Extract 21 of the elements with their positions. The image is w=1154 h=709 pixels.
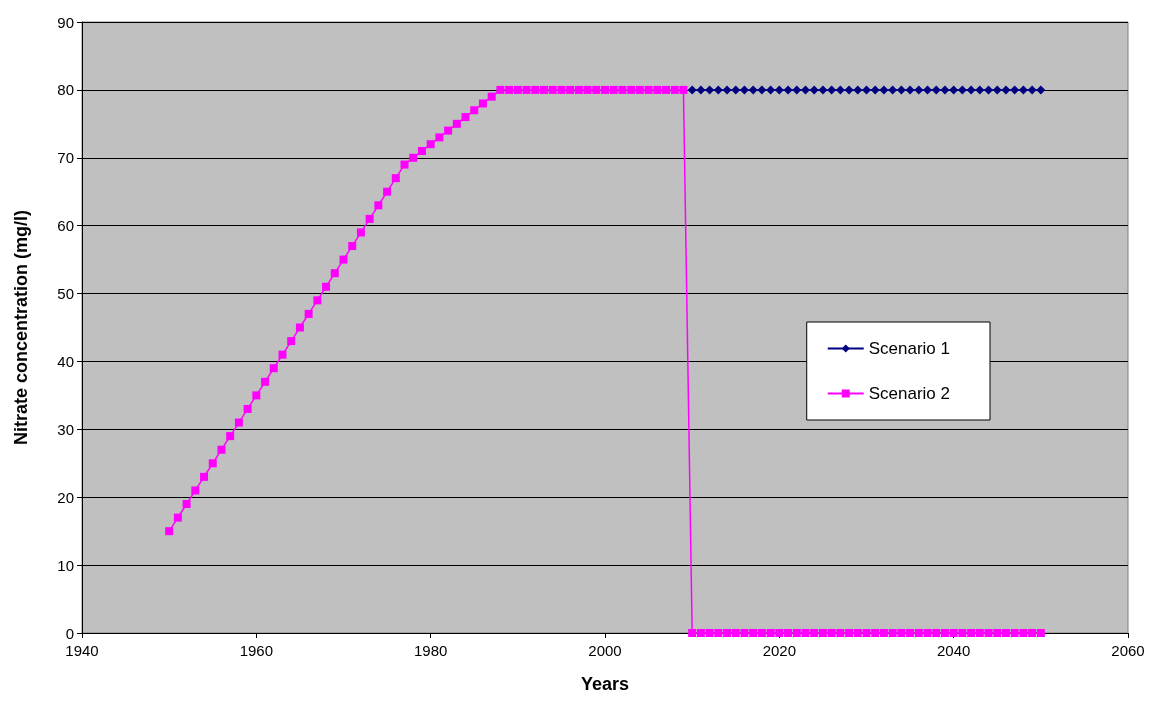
y-tick-label: 50 [57,285,74,303]
y-tick-label: 90 [57,13,74,31]
legend-label: Scenario 2 [868,384,951,403]
y-tick-label: 60 [57,217,74,235]
x-axis-title: Years [580,674,630,694]
y-axis-title: Nitrate concentration (mg/l) [11,209,31,446]
x-tick-label: 1960 [239,642,274,659]
legend-label: Scenario 1 [868,339,951,358]
x-tick-label: 2020 [762,642,797,659]
y-tick-label: 0 [65,624,74,642]
x-tick-label: 1940 [65,642,99,659]
y-tick-label: 40 [57,352,74,370]
x-tick-label: 2000 [588,642,622,659]
y-tick-label: 20 [57,488,74,506]
x-tick-label: 2060 [1111,642,1145,659]
x-tick-label: 2040 [936,642,971,659]
y-tick-label: 10 [57,556,74,574]
y-tick-label: 70 [57,149,74,167]
x-tick-label: 1980 [413,642,448,659]
y-tick-label: 80 [57,81,74,99]
y-tick-label: 30 [57,420,74,438]
